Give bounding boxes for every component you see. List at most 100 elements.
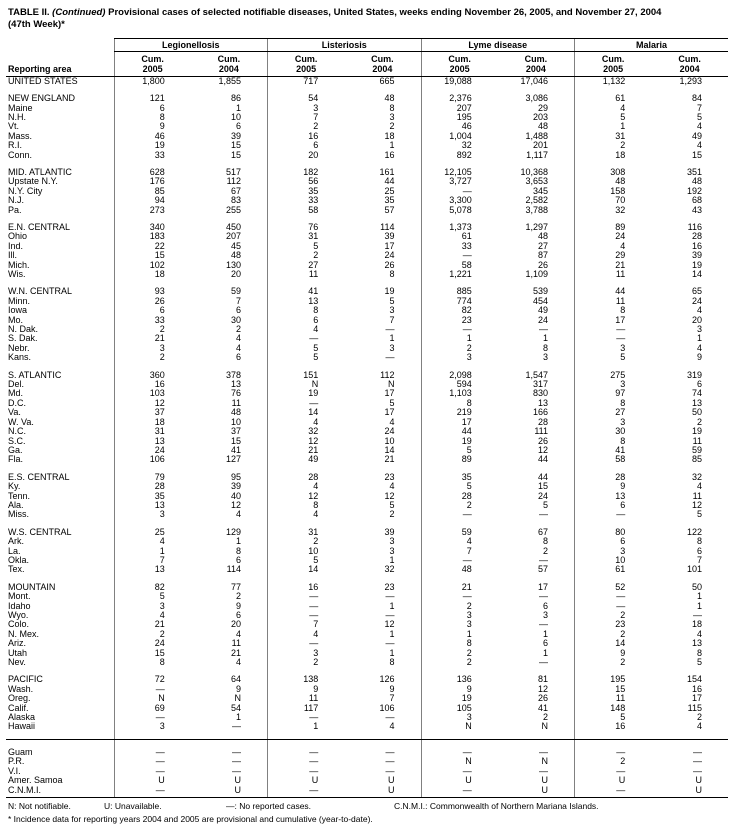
value-cell: — [113,766,191,777]
value-cell: 20 [267,150,345,160]
title-week-label: (47th Week)* [8,19,65,31]
spacer-cell [574,519,652,528]
value-cell: 319 [686,370,702,380]
value-cell: 13 [574,491,652,501]
value-cell: 2 [420,658,498,668]
value-cell: — [574,334,652,344]
cum-header: Cum. [267,51,345,64]
spacer-cell [344,731,421,741]
value-cell: 67 [537,527,548,537]
row-label: Ind. [8,241,24,251]
value-cell: 11 [692,436,702,446]
row-label: Ohio [8,232,28,242]
value-cell: — [267,601,345,611]
value-cell: 15 [537,482,548,492]
row-label: PACIFIC [8,675,43,685]
value-cell: — [232,766,241,776]
value-cell: 10 [230,417,241,427]
spacer-cell [498,575,575,583]
value-cell: — [113,713,191,723]
row-label: Calif. [8,703,29,713]
value-cell: 82 [113,582,191,593]
value-cell: 4 [696,141,702,151]
value-cell: 1 [420,629,498,640]
value-cell: 9 [420,684,498,695]
value-cell: 26 [537,436,548,446]
spacer-cell [191,667,268,675]
value-cell: 68 [691,196,702,206]
value-cell: 195 [574,675,652,685]
spacer-cell [113,731,191,741]
row-label: R.I. [8,141,23,151]
value-cell: 48 [691,177,702,187]
value-cell: 7 [696,555,702,565]
value-cell: 24 [537,315,548,325]
spacer-cell [574,464,652,473]
value-cell: 6 [542,601,548,611]
table-row: UNITED STATES 1,800 1,855 717 665 19,088 17,04… [6,76,728,87]
table-row: Mich. 102 130 27 26 58 26 21 19 [6,260,728,270]
value-cell: 10 [384,436,395,446]
value-cell: 28 [691,232,702,242]
value-cell: 2 [267,658,345,668]
value-cell: 15 [691,150,702,160]
spacer-cell [344,575,421,583]
value-cell: 9 [696,353,702,363]
spacer-row [6,739,728,748]
value-cell: 7 [389,315,395,325]
value-cell: 80 [574,527,652,538]
value-cell: 2 [542,713,548,723]
value-cell: 49 [537,306,548,316]
spacer-cell [6,794,114,799]
value-cell: N [113,694,191,704]
value-cell: 345 [532,186,548,196]
value-cell: 2 [235,592,241,602]
value-cell: 2 [389,122,395,132]
value-cell: 207 [225,232,241,242]
table-row: Mont. 5 2 — — — — — 1 [6,592,728,602]
value-cell: 351 [686,167,702,177]
value-cell: 2,376 [420,94,498,104]
row-label: E.N. CENTRAL [8,222,71,232]
value-cell: 89 [420,455,498,465]
spacer-cell [420,739,498,748]
spacer-cell [344,520,421,528]
spacer-cell [344,667,421,675]
value-cell: 4 [696,722,702,732]
value-cell: 19 [267,389,345,399]
spacer-cell [651,520,728,528]
spacer-row [6,667,728,676]
value-cell: 7 [235,296,241,306]
table-row: Utah 15 21 3 1 2 1 9 8 [6,648,728,659]
value-cell: 192 [686,186,702,196]
value-cell: 151 [267,370,345,381]
value-cell: 340 [113,222,191,233]
table-row: Nebr. 3 4 5 3 2 8 3 4 [6,343,728,354]
value-cell: — [420,555,498,566]
value-cell: 16 [267,582,345,593]
value-cell: 29 [537,103,548,113]
value-cell: 5 [574,353,652,363]
value-cell: 15 [230,436,241,446]
spacer-cell [267,86,345,95]
value-cell: 5 [696,112,702,122]
value-cell: 17 [420,417,498,428]
value-cell: 13 [537,398,548,408]
table-row: W.N. CENTRAL 93 59 41 19 885 539 44 65 [6,287,728,297]
spacer-cell [498,740,575,748]
value-cell: 6 [696,546,702,556]
value-cell: 24 [574,232,652,242]
value-cell: U [541,776,549,786]
value-cell: 1 [696,334,702,344]
value-cell: 70 [574,196,652,206]
title-text: Provisional cases of selected notifiable… [108,7,662,18]
value-cell: 24 [113,639,191,649]
value-cell: 7 [267,620,345,630]
legend-cnmi: C.N.M.I.: Commonwealth of Northern Maria… [394,801,599,812]
value-cell: 3 [389,306,395,316]
value-cell: 1 [542,629,548,639]
value-cell: 11 [574,296,652,307]
row-label: Idaho [8,601,31,611]
value-cell: 6 [235,122,241,132]
table-row: Ky. 28 39 4 4 5 15 9 4 [6,482,728,492]
